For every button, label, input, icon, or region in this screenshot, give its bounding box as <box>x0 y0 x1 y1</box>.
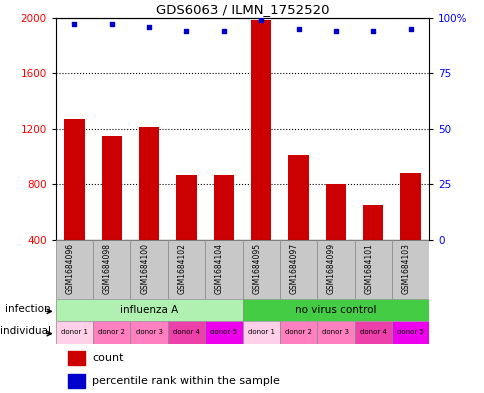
Text: donor 1: donor 1 <box>61 329 88 336</box>
Text: donor 1: donor 1 <box>247 329 274 336</box>
Bar <box>242 321 279 344</box>
Point <box>219 28 227 34</box>
Text: donor 2: donor 2 <box>98 329 125 336</box>
Text: donor 5: donor 5 <box>396 329 423 336</box>
Text: GSM1684102: GSM1684102 <box>177 243 186 294</box>
Text: GSM1684098: GSM1684098 <box>103 243 111 294</box>
Bar <box>56 299 242 321</box>
Point <box>294 26 302 32</box>
Bar <box>56 240 93 299</box>
Bar <box>391 240 428 299</box>
Bar <box>130 321 167 344</box>
Bar <box>399 173 420 295</box>
Bar <box>354 321 391 344</box>
Bar <box>56 321 93 344</box>
Bar <box>93 321 130 344</box>
Text: donor 4: donor 4 <box>359 329 386 336</box>
Bar <box>167 240 205 299</box>
Bar <box>205 321 242 344</box>
Text: GSM1684095: GSM1684095 <box>252 243 260 294</box>
Text: GSM1684101: GSM1684101 <box>363 243 373 294</box>
Bar <box>205 240 242 299</box>
Bar <box>130 240 167 299</box>
Point <box>406 26 413 32</box>
Point <box>71 21 78 28</box>
Text: GSM1684097: GSM1684097 <box>289 243 298 294</box>
Bar <box>93 240 130 299</box>
Bar <box>101 136 122 295</box>
Text: GSM1684104: GSM1684104 <box>214 243 224 294</box>
Text: donor 3: donor 3 <box>136 329 162 336</box>
Text: donor 5: donor 5 <box>210 329 237 336</box>
Bar <box>213 174 234 295</box>
Text: GSM1684096: GSM1684096 <box>65 243 75 294</box>
Bar <box>287 155 308 295</box>
Bar <box>242 299 428 321</box>
Text: individual: individual <box>0 326 51 336</box>
Bar <box>176 174 197 295</box>
Point <box>331 28 339 34</box>
Bar <box>68 374 85 388</box>
Bar <box>279 240 317 299</box>
Text: no virus control: no virus control <box>294 305 376 315</box>
Point <box>257 17 265 23</box>
Bar <box>354 240 391 299</box>
Bar <box>138 127 159 295</box>
Bar <box>391 321 428 344</box>
Title: GDS6063 / ILMN_1752520: GDS6063 / ILMN_1752520 <box>155 4 329 17</box>
Text: infection: infection <box>5 304 51 314</box>
Bar <box>317 321 354 344</box>
Text: count: count <box>92 353 123 363</box>
Bar <box>250 20 271 295</box>
Bar <box>167 321 205 344</box>
Text: GSM1684099: GSM1684099 <box>326 243 335 294</box>
Point <box>369 28 377 34</box>
Bar <box>279 321 317 344</box>
Text: GSM1684100: GSM1684100 <box>140 243 149 294</box>
Text: percentile rank within the sample: percentile rank within the sample <box>92 376 279 386</box>
Text: influenza A: influenza A <box>120 305 178 315</box>
Bar <box>317 240 354 299</box>
Text: donor 4: donor 4 <box>173 329 199 336</box>
Text: GSM1684103: GSM1684103 <box>401 243 409 294</box>
Bar <box>68 351 85 365</box>
Point <box>182 28 190 34</box>
Text: donor 3: donor 3 <box>322 329 348 336</box>
Point <box>107 21 115 28</box>
Bar <box>325 184 346 295</box>
Bar <box>64 119 85 295</box>
Point <box>145 24 153 30</box>
Text: donor 2: donor 2 <box>285 329 311 336</box>
Bar <box>242 240 279 299</box>
Bar <box>362 205 383 295</box>
